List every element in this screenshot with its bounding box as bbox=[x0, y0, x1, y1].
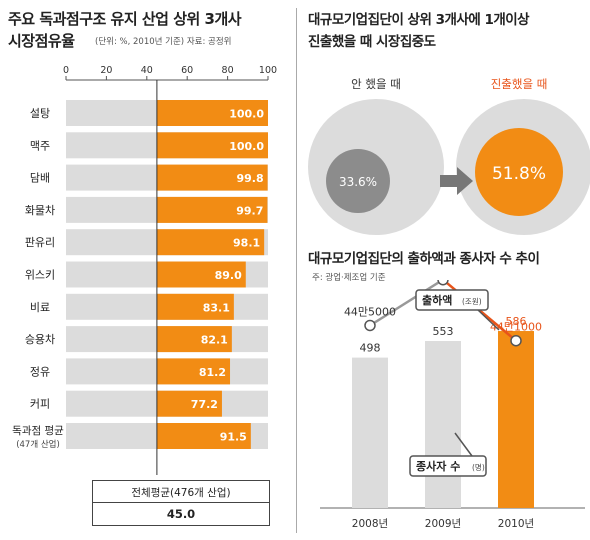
employee-callout-unit: (명) bbox=[472, 462, 485, 472]
employee-line-segment bbox=[369, 280, 444, 327]
bar-value bbox=[156, 164, 268, 191]
category-label: 커피 bbox=[30, 398, 50, 411]
category-label: 맥주 bbox=[30, 139, 50, 152]
bar-value-label: 83.1 bbox=[203, 301, 230, 314]
category-label: 담배 bbox=[30, 172, 50, 185]
not-entered-label: 안 했을 때 bbox=[351, 77, 401, 91]
employee-callout-pointer bbox=[454, 432, 473, 457]
employee-callout: 종사자 수 (명) bbox=[409, 432, 487, 477]
shipment-value-label: 498 bbox=[360, 342, 381, 355]
right-bottom-title: 대규모기업집단의 출하액과 종사자 수 추이 bbox=[308, 251, 540, 267]
employee-point bbox=[437, 280, 449, 286]
category-label: 비료 bbox=[30, 301, 50, 314]
bar-value-label: 99.8 bbox=[236, 172, 263, 185]
shipment-callout: 출하액 (조원) bbox=[415, 289, 500, 331]
bar-value-label: 77.2 bbox=[191, 398, 218, 411]
bar-value-label: 98.1 bbox=[233, 237, 260, 250]
not-entered-inner-circle bbox=[326, 149, 390, 213]
year-label: 2008년 bbox=[352, 518, 388, 530]
bar-value-label: 91.5 bbox=[220, 431, 247, 444]
bar-value-label: 81.2 bbox=[199, 366, 226, 379]
year-label: 2009년 bbox=[425, 518, 461, 530]
employee-callout-label: 종사자 수 bbox=[416, 459, 460, 473]
category-label: 판유리 bbox=[25, 236, 55, 249]
employee-point bbox=[364, 319, 376, 332]
x-tick-label: 40 bbox=[141, 65, 153, 76]
right-bottom-note: 주: 광업·제조업 기준 bbox=[312, 273, 386, 283]
arrow-icon bbox=[440, 167, 473, 195]
left-unit-note: (단위: %, 2010년 기준) 자료: 공정위 bbox=[95, 37, 232, 47]
employee-point bbox=[510, 334, 522, 347]
shipment-callout-box bbox=[415, 289, 489, 311]
category-label: 승용차 bbox=[25, 333, 55, 346]
shipment-value-label: 553 bbox=[433, 325, 454, 338]
shipment-bar bbox=[352, 357, 388, 508]
employee-callout-box bbox=[409, 455, 487, 477]
employee-value-label: 44만5000 bbox=[344, 305, 396, 318]
entered-value: 51.8% bbox=[492, 164, 546, 184]
not-entered-value: 33.6% bbox=[339, 175, 377, 189]
market-share-chart: 0 20 40 60 80 100 100.0 설탕 100.0 맥주 99.8 담배 99.7 화물차 9… bbox=[12, 65, 277, 475]
shipment-callout-label: 출하액 bbox=[422, 293, 452, 307]
bar-value bbox=[156, 390, 222, 417]
right-top-title-line1: 대규모기업집단이 상위 3개사에 1개이상 bbox=[308, 12, 530, 28]
x-tick-label: 100 bbox=[259, 65, 277, 76]
category-label: 설탕 bbox=[30, 107, 50, 120]
left-title-line1: 주요 독과점구조 유지 산업 상위 3개사 bbox=[8, 10, 242, 28]
bar-value bbox=[156, 326, 232, 353]
overall-average-box: 전체평균(476개 산업) 45.0 bbox=[92, 480, 270, 526]
bar-value bbox=[156, 196, 268, 223]
left-title-line2: 시장점유율 bbox=[8, 32, 75, 50]
overall-average-divider bbox=[93, 502, 269, 503]
overall-average-label: 전체평균(476개 산업) bbox=[131, 487, 231, 499]
bar-value bbox=[156, 229, 265, 256]
concentration-circles: 안 했을 때 진출했을 때 33.6% 51.8% bbox=[308, 77, 590, 235]
bar-value-label: 89.0 bbox=[215, 269, 242, 282]
x-tick-label: 20 bbox=[100, 65, 112, 76]
employee-value-label: 44만1000 bbox=[490, 321, 542, 334]
overall-average-value: 45.0 bbox=[166, 507, 196, 521]
category-label: 화물차 bbox=[25, 204, 55, 217]
shipment-callout-unit: (조원) bbox=[462, 297, 482, 306]
year-label: 2010년 bbox=[498, 518, 534, 530]
shipment-callout-pointer bbox=[477, 309, 500, 331]
entered-inner-circle bbox=[475, 128, 563, 216]
bar-value bbox=[156, 132, 268, 159]
bar-value bbox=[156, 423, 251, 449]
shipment-bar bbox=[498, 331, 534, 508]
x-tick-label: 60 bbox=[181, 65, 193, 76]
bar-value bbox=[156, 100, 268, 126]
bar-value-label: 99.7 bbox=[236, 204, 263, 217]
shipment-value-label: 586 bbox=[506, 315, 527, 328]
bar-value bbox=[156, 358, 231, 385]
bar-value-label: 100.0 bbox=[229, 108, 264, 121]
category-sublabel: (47개 산업) bbox=[16, 439, 60, 450]
shipment-bar bbox=[425, 340, 461, 508]
category-label: 독과점 평균 bbox=[12, 425, 64, 437]
entered-label: 진출했을 때 bbox=[491, 77, 548, 91]
category-label: 정유 bbox=[30, 365, 50, 378]
bar-value bbox=[156, 293, 234, 320]
bar-value bbox=[156, 261, 246, 288]
right-top-title-line2: 진출했을 때 시장집중도 bbox=[308, 34, 436, 50]
category-label: 위스키 bbox=[25, 269, 55, 282]
x-tick-label: 80 bbox=[222, 65, 234, 76]
shipment-employee-chart: 4982008년5532009년5862010년44만500045만700044… bbox=[320, 280, 585, 530]
x-tick-label: 0 bbox=[63, 65, 69, 76]
bar-value-label: 100.0 bbox=[229, 140, 264, 153]
bar-value-label: 82.1 bbox=[201, 334, 228, 347]
panel-divider bbox=[296, 8, 297, 533]
